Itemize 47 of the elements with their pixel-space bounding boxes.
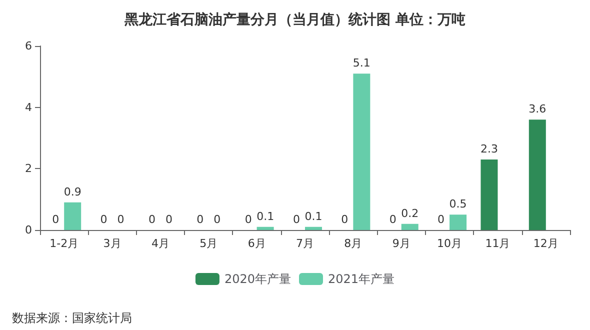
data-label: 0 bbox=[214, 213, 221, 226]
chart-title: 黑龙江省石脑油产量分月（当月值）统计图 单位：万吨 bbox=[124, 11, 466, 28]
x-tick-label: 7月 bbox=[296, 237, 314, 250]
x-tick-label: 9月 bbox=[392, 237, 410, 250]
data-label: 0 bbox=[100, 213, 108, 226]
y-tick-label: 4 bbox=[25, 100, 32, 114]
x-tick-label: 5月 bbox=[200, 237, 218, 250]
data-label: 0 bbox=[165, 213, 172, 226]
data-label: 0 bbox=[389, 213, 396, 226]
data-label: 0 bbox=[293, 213, 300, 226]
y-tick-label: 0 bbox=[25, 224, 32, 236]
data-label: 0.9 bbox=[64, 185, 82, 198]
x-tick-label: 11月 bbox=[485, 237, 510, 250]
bar bbox=[64, 202, 82, 230]
bar bbox=[353, 74, 370, 230]
x-tick-label: 4月 bbox=[151, 237, 170, 250]
bar bbox=[480, 159, 498, 230]
x-tick-label: 8月 bbox=[344, 237, 362, 250]
bar bbox=[256, 226, 274, 230]
data-label: 0 bbox=[117, 213, 124, 226]
x-tick-label: 10月 bbox=[437, 237, 462, 250]
data-label: 0 bbox=[52, 213, 60, 226]
data-label: 0 bbox=[148, 213, 156, 226]
data-label: 0 bbox=[341, 213, 348, 226]
data-label: 0 bbox=[196, 213, 204, 226]
data-label: 0.1 bbox=[256, 210, 274, 223]
bar bbox=[450, 214, 467, 230]
bar bbox=[528, 120, 546, 230]
data-label: 3.6 bbox=[528, 102, 546, 116]
x-tick-label: 12月 bbox=[533, 237, 558, 250]
source-note: 数据来源：国家统计局 bbox=[12, 311, 132, 325]
legend-label: 2020年产量 bbox=[224, 272, 292, 286]
bar bbox=[305, 226, 322, 230]
data-label: 0 bbox=[438, 213, 445, 226]
data-label: 0.1 bbox=[304, 210, 322, 223]
data-label: 0 bbox=[244, 213, 252, 226]
x-tick-label: 1-2月 bbox=[50, 237, 79, 250]
data-label: 0.2 bbox=[401, 206, 419, 220]
data-label: 2.3 bbox=[480, 142, 498, 156]
y-tick-label: 2 bbox=[25, 162, 32, 176]
x-tick-label: 6月 bbox=[248, 237, 266, 250]
y-tick-label: 6 bbox=[25, 40, 32, 52]
bar bbox=[401, 224, 418, 230]
data-label: 0.5 bbox=[449, 198, 467, 211]
data-label: 5.1 bbox=[352, 56, 370, 70]
x-tick-label: 3月 bbox=[103, 237, 122, 250]
legend-label: 2021年产量 bbox=[328, 272, 395, 286]
